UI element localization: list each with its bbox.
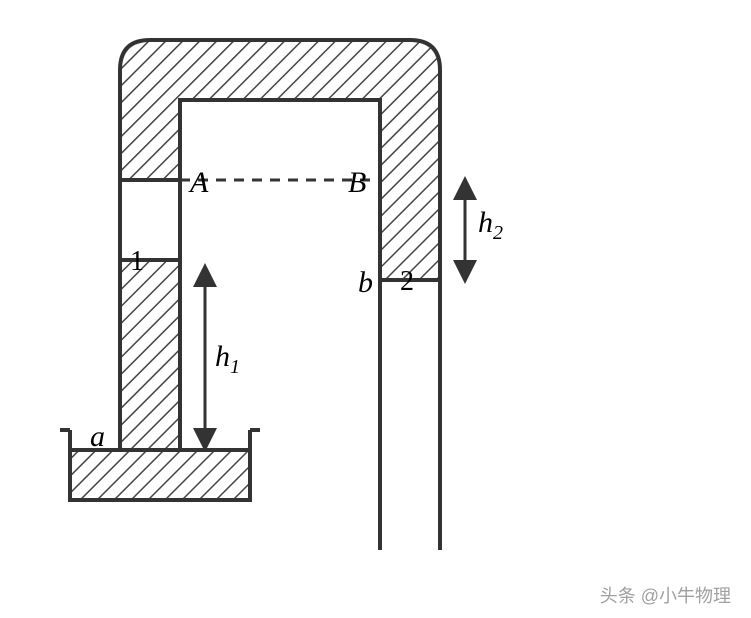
label-1: 1 <box>130 246 144 278</box>
label-a: a <box>90 420 105 454</box>
label-B: B <box>348 166 366 200</box>
physics-diagram <box>50 20 570 580</box>
right-gap-lower <box>380 280 440 550</box>
label-h2: h2 <box>478 206 503 245</box>
left-gap-upper <box>120 180 180 260</box>
label-h1: h1 <box>215 340 240 379</box>
beaker-liquid <box>70 450 250 500</box>
label-2: 2 <box>400 266 414 298</box>
label-b: b <box>358 266 373 300</box>
diagram-container: A B 1 2 b a h1 h2 <box>50 20 570 585</box>
watermark-text: 头条 @小牛物理 <box>600 582 731 608</box>
label-A: A <box>190 166 208 200</box>
